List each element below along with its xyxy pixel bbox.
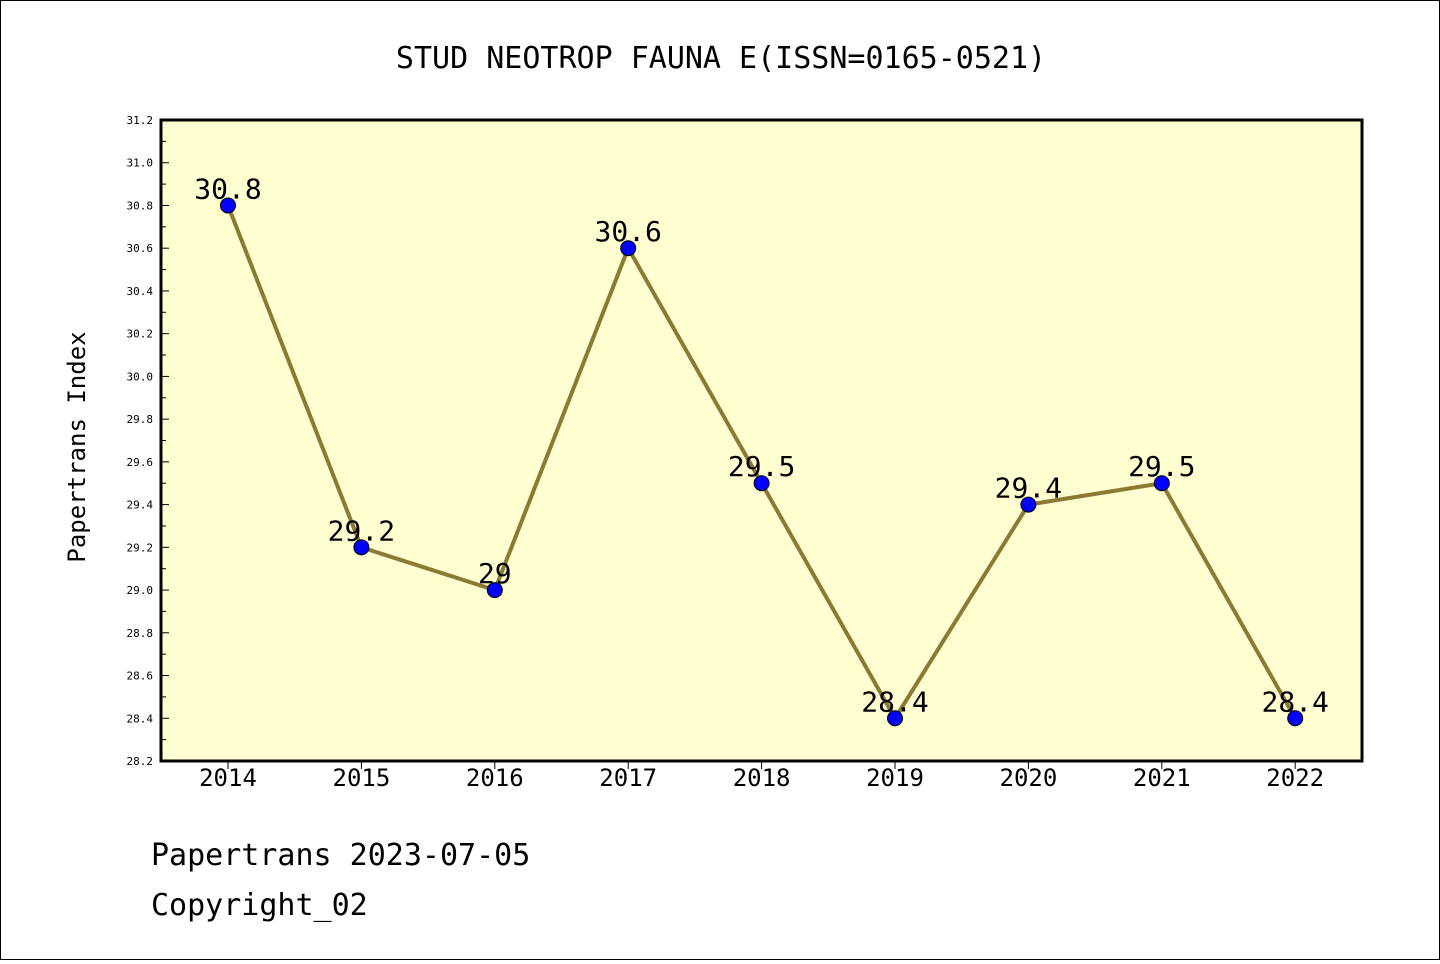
data-label: 30.6 bbox=[594, 215, 661, 248]
data-label: 29.5 bbox=[1128, 450, 1195, 483]
x-tick-label: 2017 bbox=[599, 764, 657, 792]
data-label: 29.5 bbox=[728, 450, 795, 483]
data-label: 30.8 bbox=[194, 172, 261, 205]
y-tick-label: 29.0 bbox=[127, 584, 154, 597]
y-tick-label: 30.6 bbox=[127, 242, 154, 255]
y-tick-label: 29.6 bbox=[127, 456, 154, 469]
data-label: 29.2 bbox=[328, 514, 395, 547]
data-point bbox=[486, 582, 503, 599]
x-tick-label: 2022 bbox=[1266, 764, 1324, 792]
y-tick-label: 28.4 bbox=[127, 712, 154, 725]
footer-copyright: Copyright_02 bbox=[151, 888, 368, 923]
data-point bbox=[620, 240, 637, 257]
y-axis: 28.2 28.4 28.6 28.8 29.0 29.2 29.4 29.6 29.8 30.0… bbox=[127, 114, 169, 768]
x-axis: 2014 2015 2016 2017 2018 2019 2020 2021 2022 bbox=[199, 761, 1324, 792]
y-tick-label: 30.4 bbox=[127, 285, 154, 298]
y-tick-label: 28.2 bbox=[127, 755, 154, 768]
y-tick-label: 28.6 bbox=[127, 670, 154, 683]
data-point bbox=[753, 475, 770, 492]
data-point bbox=[353, 539, 370, 556]
data-label: 29.4 bbox=[995, 472, 1062, 505]
x-tick-label: 2021 bbox=[1133, 764, 1191, 792]
y-tick-label: 29.2 bbox=[127, 541, 154, 554]
data-labels: 30.8 29.2 29 30.6 29.5 28.4 29.4 29.5 28.4 bbox=[194, 172, 1329, 718]
x-tick-label: 2015 bbox=[333, 764, 391, 792]
y-tick-label: 28.8 bbox=[127, 627, 154, 640]
data-markers bbox=[220, 197, 1304, 727]
data-point bbox=[1287, 710, 1304, 727]
y-tick-label: 30.0 bbox=[127, 370, 154, 383]
y-tick-label: 31.0 bbox=[127, 157, 154, 170]
y-tick-label: 29.8 bbox=[127, 413, 154, 426]
y-tick-label: 30.8 bbox=[127, 199, 154, 212]
plot-area bbox=[159, 118, 1364, 763]
x-tick-label: 2016 bbox=[466, 764, 524, 792]
x-tick-label: 2019 bbox=[866, 764, 924, 792]
data-point bbox=[220, 197, 236, 214]
x-tick-label: 2018 bbox=[733, 764, 791, 792]
data-label: 29 bbox=[478, 557, 512, 590]
y-tick-label: 30.2 bbox=[127, 328, 154, 341]
y-tick-label: 31.2 bbox=[127, 114, 154, 127]
x-tick-label: 2020 bbox=[1000, 764, 1058, 792]
data-label: 28.4 bbox=[861, 685, 928, 718]
chart-title: STUD NEOTROP FAUNA E(ISSN=0165-0521) bbox=[396, 41, 1046, 76]
data-label: 28.4 bbox=[1261, 685, 1328, 718]
data-point bbox=[1020, 496, 1037, 513]
data-point bbox=[887, 710, 903, 727]
x-tick-label: 2014 bbox=[199, 764, 257, 792]
y-axis-label: Papertrans Index bbox=[63, 331, 91, 562]
footer-date-line: Papertrans 2023-07-05 bbox=[151, 838, 530, 873]
y-tick-label: 29.4 bbox=[127, 499, 154, 512]
data-point bbox=[1153, 475, 1170, 492]
